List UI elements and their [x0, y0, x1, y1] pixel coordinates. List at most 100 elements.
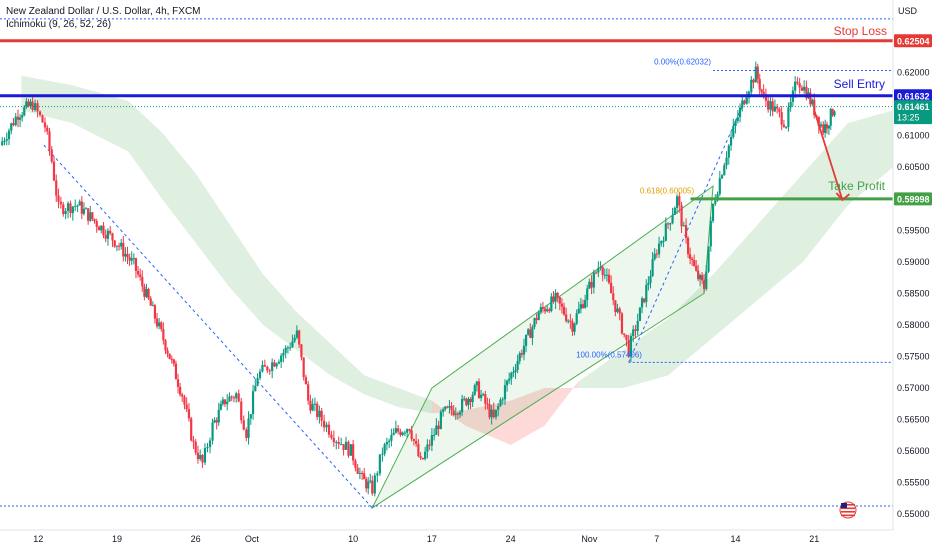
candle: [822, 124, 825, 133]
candle: [309, 400, 312, 411]
candle: [592, 272, 595, 288]
indicator-legend: Ichimoku (9, 26, 52, 26): [6, 19, 112, 30]
candle: [363, 473, 366, 480]
candle: [242, 420, 245, 430]
flag-stripe: [841, 511, 855, 513]
candle: [601, 266, 604, 275]
candle: [401, 432, 404, 435]
candle: [533, 318, 536, 327]
x-tick-label: 19: [112, 534, 122, 544]
candle: [573, 323, 576, 332]
candle: [803, 86, 806, 91]
candle: [714, 200, 717, 204]
candle: [27, 101, 30, 107]
candle: [433, 434, 436, 436]
candle: [219, 404, 222, 410]
cloud-segment: [578, 350, 624, 389]
candle: [588, 281, 591, 289]
candle: [666, 223, 670, 225]
candle: [408, 429, 411, 431]
candle: [282, 352, 285, 356]
candle: [232, 397, 236, 399]
candle: [273, 362, 276, 367]
candle: [764, 93, 768, 101]
candle: [376, 473, 379, 476]
candle: [102, 225, 105, 236]
candle: [831, 108, 834, 116]
candle: [773, 106, 777, 112]
candle: [758, 79, 761, 90]
candle: [43, 122, 47, 128]
candle: [100, 225, 103, 231]
candle: [134, 258, 138, 271]
candle: [261, 364, 264, 372]
candle: [322, 420, 326, 428]
candle: [645, 284, 648, 303]
x-tick-label: Nov: [581, 534, 598, 544]
candle: [277, 361, 281, 364]
candle: [349, 444, 353, 456]
candle: [151, 305, 154, 307]
candle: [174, 363, 178, 380]
candle: [467, 398, 470, 406]
candle: [97, 226, 101, 231]
take-profit-badge: [894, 192, 932, 206]
candle: [675, 196, 679, 208]
candle: [307, 384, 310, 401]
candle: [124, 253, 127, 257]
candle: [709, 221, 712, 247]
candle: [565, 314, 568, 322]
candle: [597, 267, 600, 273]
cloud-segment: [21, 75, 72, 124]
candle: [365, 479, 368, 489]
candle: [36, 103, 39, 112]
candle: [614, 300, 617, 312]
candle: [158, 322, 161, 327]
candle: [325, 424, 328, 428]
candle: [344, 441, 348, 450]
candle: [503, 385, 507, 400]
candle: [469, 398, 472, 403]
candle: [729, 136, 733, 146]
candle: [128, 257, 131, 261]
candle: [693, 260, 696, 266]
candle: [291, 341, 294, 348]
candle: [603, 274, 606, 276]
candle: [527, 329, 530, 335]
candle: [827, 125, 830, 129]
candle: [254, 385, 257, 392]
candle: [399, 431, 402, 435]
candle: [320, 410, 323, 421]
candle: [482, 394, 485, 396]
candle: [537, 312, 540, 320]
candle: [289, 347, 292, 349]
candle: [251, 391, 255, 415]
candle: [558, 297, 561, 304]
candle: [284, 347, 287, 353]
fib-100-label: 100.00%(0.57406): [576, 350, 642, 359]
candle: [258, 371, 262, 379]
candle: [684, 225, 688, 238]
candle: [680, 205, 683, 227]
candle: [153, 305, 157, 319]
candle: [23, 107, 26, 116]
candle: [705, 271, 708, 289]
candle: [87, 208, 90, 221]
candle: [664, 223, 667, 241]
x-tick-label: Oct: [245, 534, 260, 544]
x-tick-label: 21: [809, 534, 819, 544]
candle: [516, 360, 519, 370]
candle: [256, 378, 259, 386]
candle: [556, 292, 559, 298]
candle: [263, 364, 266, 367]
cloud-segment: [803, 123, 849, 262]
candle: [164, 340, 167, 351]
candle: [819, 124, 823, 127]
candle: [640, 298, 644, 308]
candle: [673, 207, 676, 215]
candle: [223, 399, 227, 405]
candle: [185, 404, 188, 410]
cloud-segment: [71, 85, 129, 152]
